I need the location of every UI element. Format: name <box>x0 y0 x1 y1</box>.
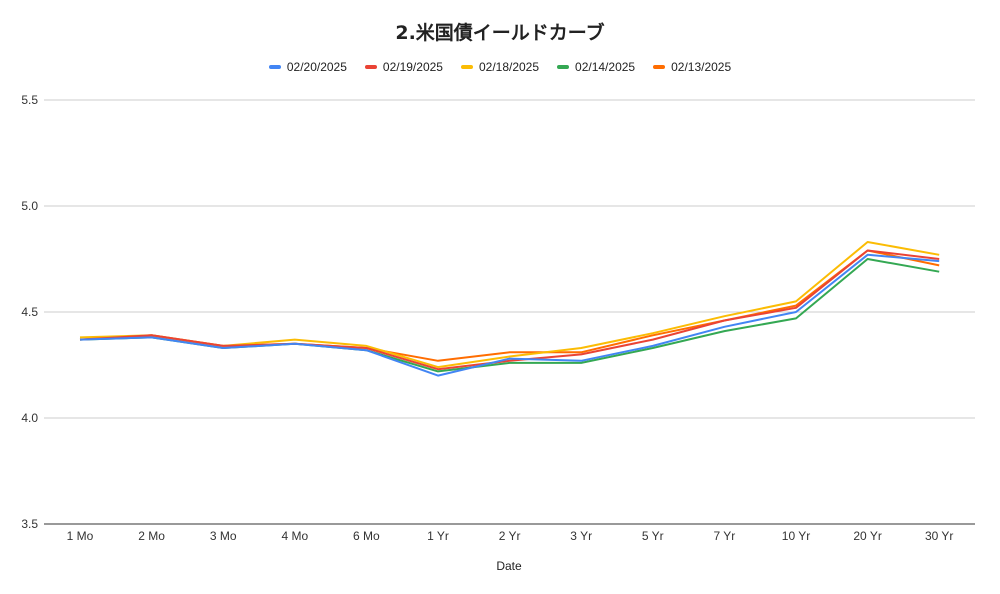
series-line <box>79 249 940 371</box>
x-tick-label: 4 Mo <box>281 529 308 543</box>
x-tick-label: 20 Yr <box>853 529 881 543</box>
legend-label: 02/19/2025 <box>382 60 443 74</box>
legend-item: 02/18/2025 <box>460 60 540 74</box>
x-tick-label: 10 Yr <box>782 529 810 543</box>
chart-title: 2.米国債イールドカーブ <box>395 22 605 44</box>
legend-swatch <box>460 65 473 69</box>
x-tick-label: 1 Mo <box>67 529 94 543</box>
y-tick-label: 5.5 <box>21 93 38 107</box>
y-tick-label: 3.5 <box>21 517 38 531</box>
x-tick-label: 7 Yr <box>714 529 736 543</box>
x-tick-label: 3 Yr <box>570 529 592 543</box>
chart-legend: 02/20/2025 02/19/2025 02/18/2025 02/14/2025… <box>0 60 1000 74</box>
series-line <box>79 241 940 369</box>
y-tick-label: 4.5 <box>21 305 38 319</box>
legend-swatch <box>557 65 570 69</box>
legend-item: 02/14/2025 <box>557 60 635 74</box>
x-axis-title: Date <box>496 559 522 573</box>
legend-swatch <box>364 65 377 69</box>
legend-swatch <box>653 65 666 69</box>
legend-label: 02/18/2025 <box>478 60 540 74</box>
legend-item: 02/13/2025 <box>653 60 731 74</box>
legend-swatch <box>268 65 281 69</box>
legend-label: 02/13/2025 <box>671 60 732 74</box>
x-tick-label: 3 Mo <box>210 529 237 543</box>
x-tick-label: 1 Yr <box>427 529 449 543</box>
legend-item: 02/19/2025 <box>364 60 443 74</box>
series-line <box>79 253 940 377</box>
legend-label: 02/14/2025 <box>575 60 636 74</box>
y-tick-label: 5.0 <box>21 199 38 213</box>
x-tick-label: 5 Yr <box>642 529 664 543</box>
legend-label: 02/20/2025 <box>286 60 347 74</box>
x-tick-label: 6 Mo <box>353 529 380 543</box>
x-tick-label: 30 Yr <box>925 529 953 543</box>
x-tick-label: 2 Yr <box>499 529 521 543</box>
x-tick-label: 2 Mo <box>138 529 165 543</box>
y-tick-label: 4.0 <box>21 411 38 425</box>
series-line <box>79 258 940 373</box>
legend-item: 02/20/2025 <box>268 60 347 74</box>
